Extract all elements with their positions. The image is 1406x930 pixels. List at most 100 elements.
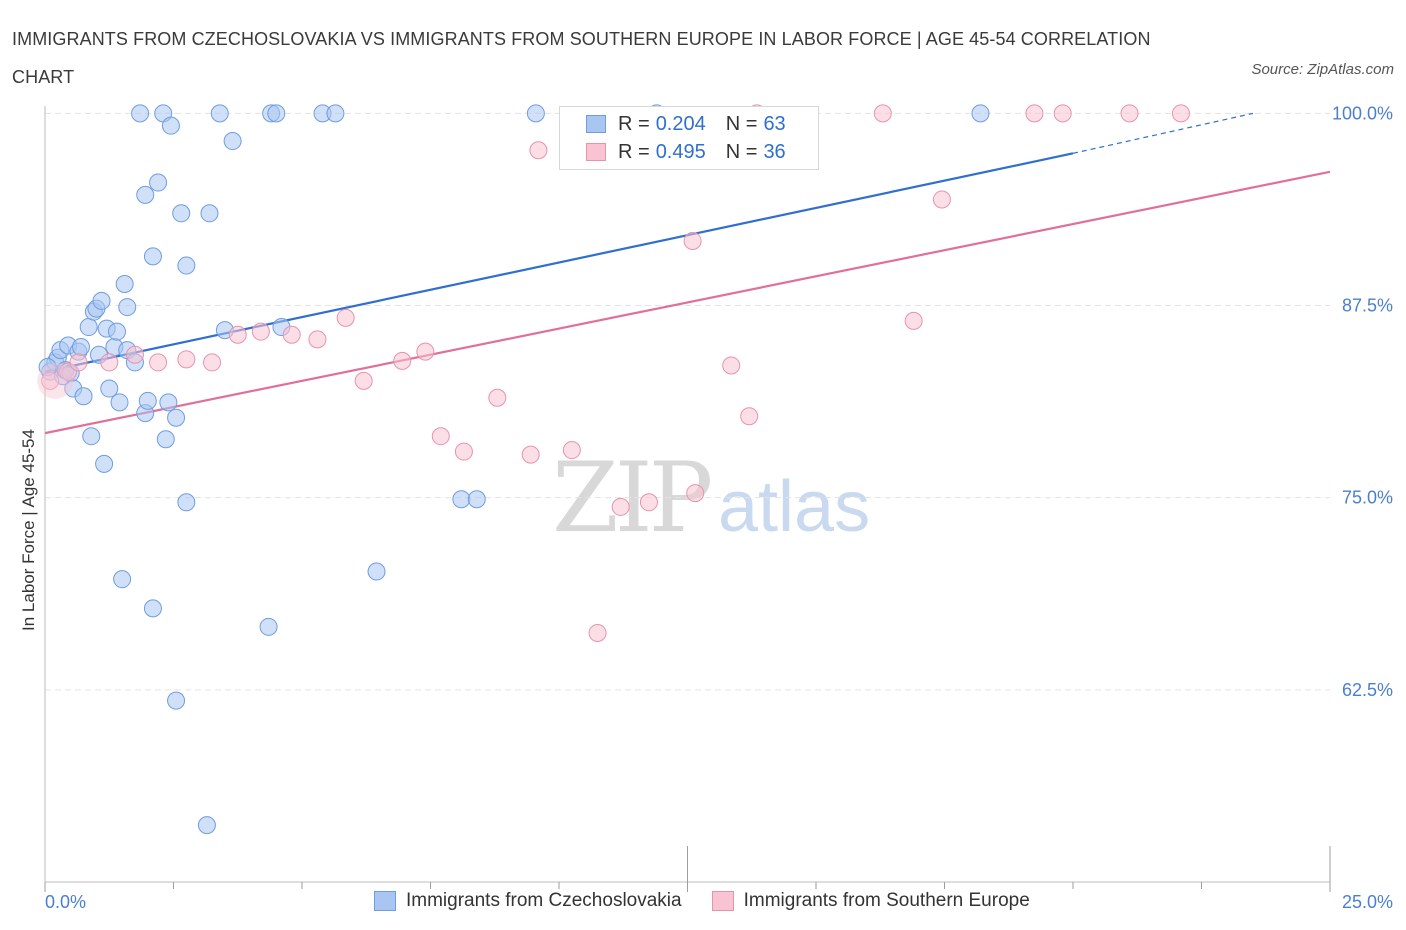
point-southern-europe [125, 345, 144, 364]
point-czechoslovakia [113, 570, 132, 589]
point-southern-europe [100, 353, 119, 372]
point-czechoslovakia [79, 318, 98, 337]
point-czechoslovakia [143, 247, 162, 266]
y-tick-label: 62.5% [1342, 680, 1393, 700]
point-southern-europe [149, 353, 168, 372]
point-czechoslovakia [159, 393, 178, 412]
point-czechoslovakia [82, 427, 101, 446]
point-czechoslovakia [177, 256, 196, 275]
legend-swatch-pink [586, 143, 606, 161]
point-czechoslovakia [200, 204, 219, 223]
point-southern-europe [683, 231, 702, 250]
point-czechoslovakia [107, 322, 126, 341]
point-southern-europe [686, 484, 705, 503]
point-southern-europe [393, 351, 412, 370]
point-southern-europe [904, 311, 923, 330]
watermark-atlas: atlas [718, 467, 871, 547]
point-southern-europe [416, 342, 435, 361]
point-czechoslovakia [172, 204, 191, 223]
point-southern-europe [562, 441, 581, 460]
data-points [37, 104, 1190, 835]
legend-swatch-pink [711, 891, 734, 911]
point-czechoslovakia [971, 104, 990, 123]
point-czechoslovakia [452, 490, 471, 509]
legend-r-label: R = [618, 112, 650, 135]
source-label: Source: ZipAtlas.com [1251, 61, 1394, 78]
point-czechoslovakia [259, 617, 278, 636]
legend-r-label: R = [618, 140, 650, 163]
legend-label: Immigrants from Southern Europe [743, 890, 1030, 911]
legend-n-value: 36 [763, 140, 786, 163]
point-czechoslovakia [367, 562, 386, 581]
point-southern-europe [722, 356, 741, 375]
point-southern-europe [251, 322, 270, 341]
point-southern-europe [611, 497, 630, 516]
point-southern-europe [1053, 104, 1072, 123]
point-southern-europe [488, 388, 507, 407]
point-czechoslovakia [167, 691, 186, 710]
point-southern-europe [336, 308, 355, 327]
x-tick-label: 0.0% [45, 892, 86, 912]
legend-item-czechoslovakia[interactable]: Immigrants from Czechoslovakia [374, 890, 682, 912]
point-southern-europe [521, 445, 540, 464]
trend-lines [44, 112, 1331, 435]
legend-row-southern-europe: R = 0.495 N = 36 [586, 140, 786, 164]
point-czechoslovakia [74, 387, 93, 406]
point-czechoslovakia [131, 104, 150, 123]
legend-n-label: N = [725, 140, 758, 163]
x-tick-label: 25.0% [1342, 892, 1393, 912]
point-southern-europe [873, 104, 892, 123]
point-southern-europe [588, 623, 607, 642]
point-southern-europe [1120, 104, 1139, 123]
legend-r-value: 0.495 [655, 140, 706, 163]
point-southern-europe [740, 407, 759, 426]
legend-n-value: 63 [763, 112, 786, 135]
point-southern-europe [529, 141, 548, 160]
point-czechoslovakia [136, 185, 155, 204]
point-southern-europe [1171, 104, 1190, 123]
point-czechoslovakia [467, 490, 486, 509]
point-czechoslovakia [110, 393, 129, 412]
point-czechoslovakia [71, 338, 90, 357]
point-czechoslovakia [95, 454, 114, 473]
axes [44, 106, 1331, 892]
point-czechoslovakia [210, 104, 229, 123]
point-southern-europe [228, 325, 247, 344]
chart-title: IMMIGRANTS FROM CZECHOSLOVAKIA VS IMMIGR… [12, 29, 1151, 87]
gridlines [45, 112, 1330, 691]
point-czechoslovakia [161, 116, 180, 135]
point-southern-europe [41, 371, 60, 390]
point-southern-europe-large [37, 362, 74, 399]
point-czechoslovakia [177, 493, 196, 512]
point-czechoslovakia [143, 599, 162, 618]
legend-row-czechoslovakia: R = 0.204 N = 63 [586, 112, 786, 136]
point-czechoslovakia [223, 132, 242, 151]
point-czechoslovakia [118, 298, 137, 317]
trend-line-southern-europe [44, 170, 1331, 435]
point-southern-europe [1025, 104, 1044, 123]
point-southern-europe [203, 353, 222, 372]
point-southern-europe [177, 350, 196, 369]
point-southern-europe [454, 442, 473, 461]
y-tick-label: 75.0% [1342, 488, 1393, 508]
legend-item-southern-europe[interactable]: Immigrants from Southern Europe [711, 890, 1030, 912]
point-southern-europe [431, 427, 450, 446]
legend-swatch-blue [374, 891, 396, 911]
point-czechoslovakia [100, 379, 119, 398]
point-southern-europe [639, 493, 658, 512]
axis-labels: 62.5% 75.0% 87.5% 100.0% 0.0% 25.0% In Labor F… [19, 103, 1393, 912]
trend-line-czechoslovakia-extension [1072, 112, 1254, 154]
point-czechoslovakia [526, 104, 545, 123]
y-tick-label: 87.5% [1342, 296, 1393, 316]
point-czechoslovakia [138, 391, 157, 410]
legend-n-label: N = [725, 112, 758, 135]
point-czechoslovakia [267, 104, 286, 123]
point-czechoslovakia [156, 430, 175, 449]
point-czechoslovakia [326, 104, 345, 123]
point-czechoslovakia [167, 408, 186, 427]
point-czechoslovakia [115, 275, 134, 294]
point-czechoslovakia [197, 816, 216, 835]
stats-legend: R = 0.204 N = 63 R = 0.495 N = 36 [559, 106, 819, 170]
point-southern-europe [69, 353, 88, 372]
